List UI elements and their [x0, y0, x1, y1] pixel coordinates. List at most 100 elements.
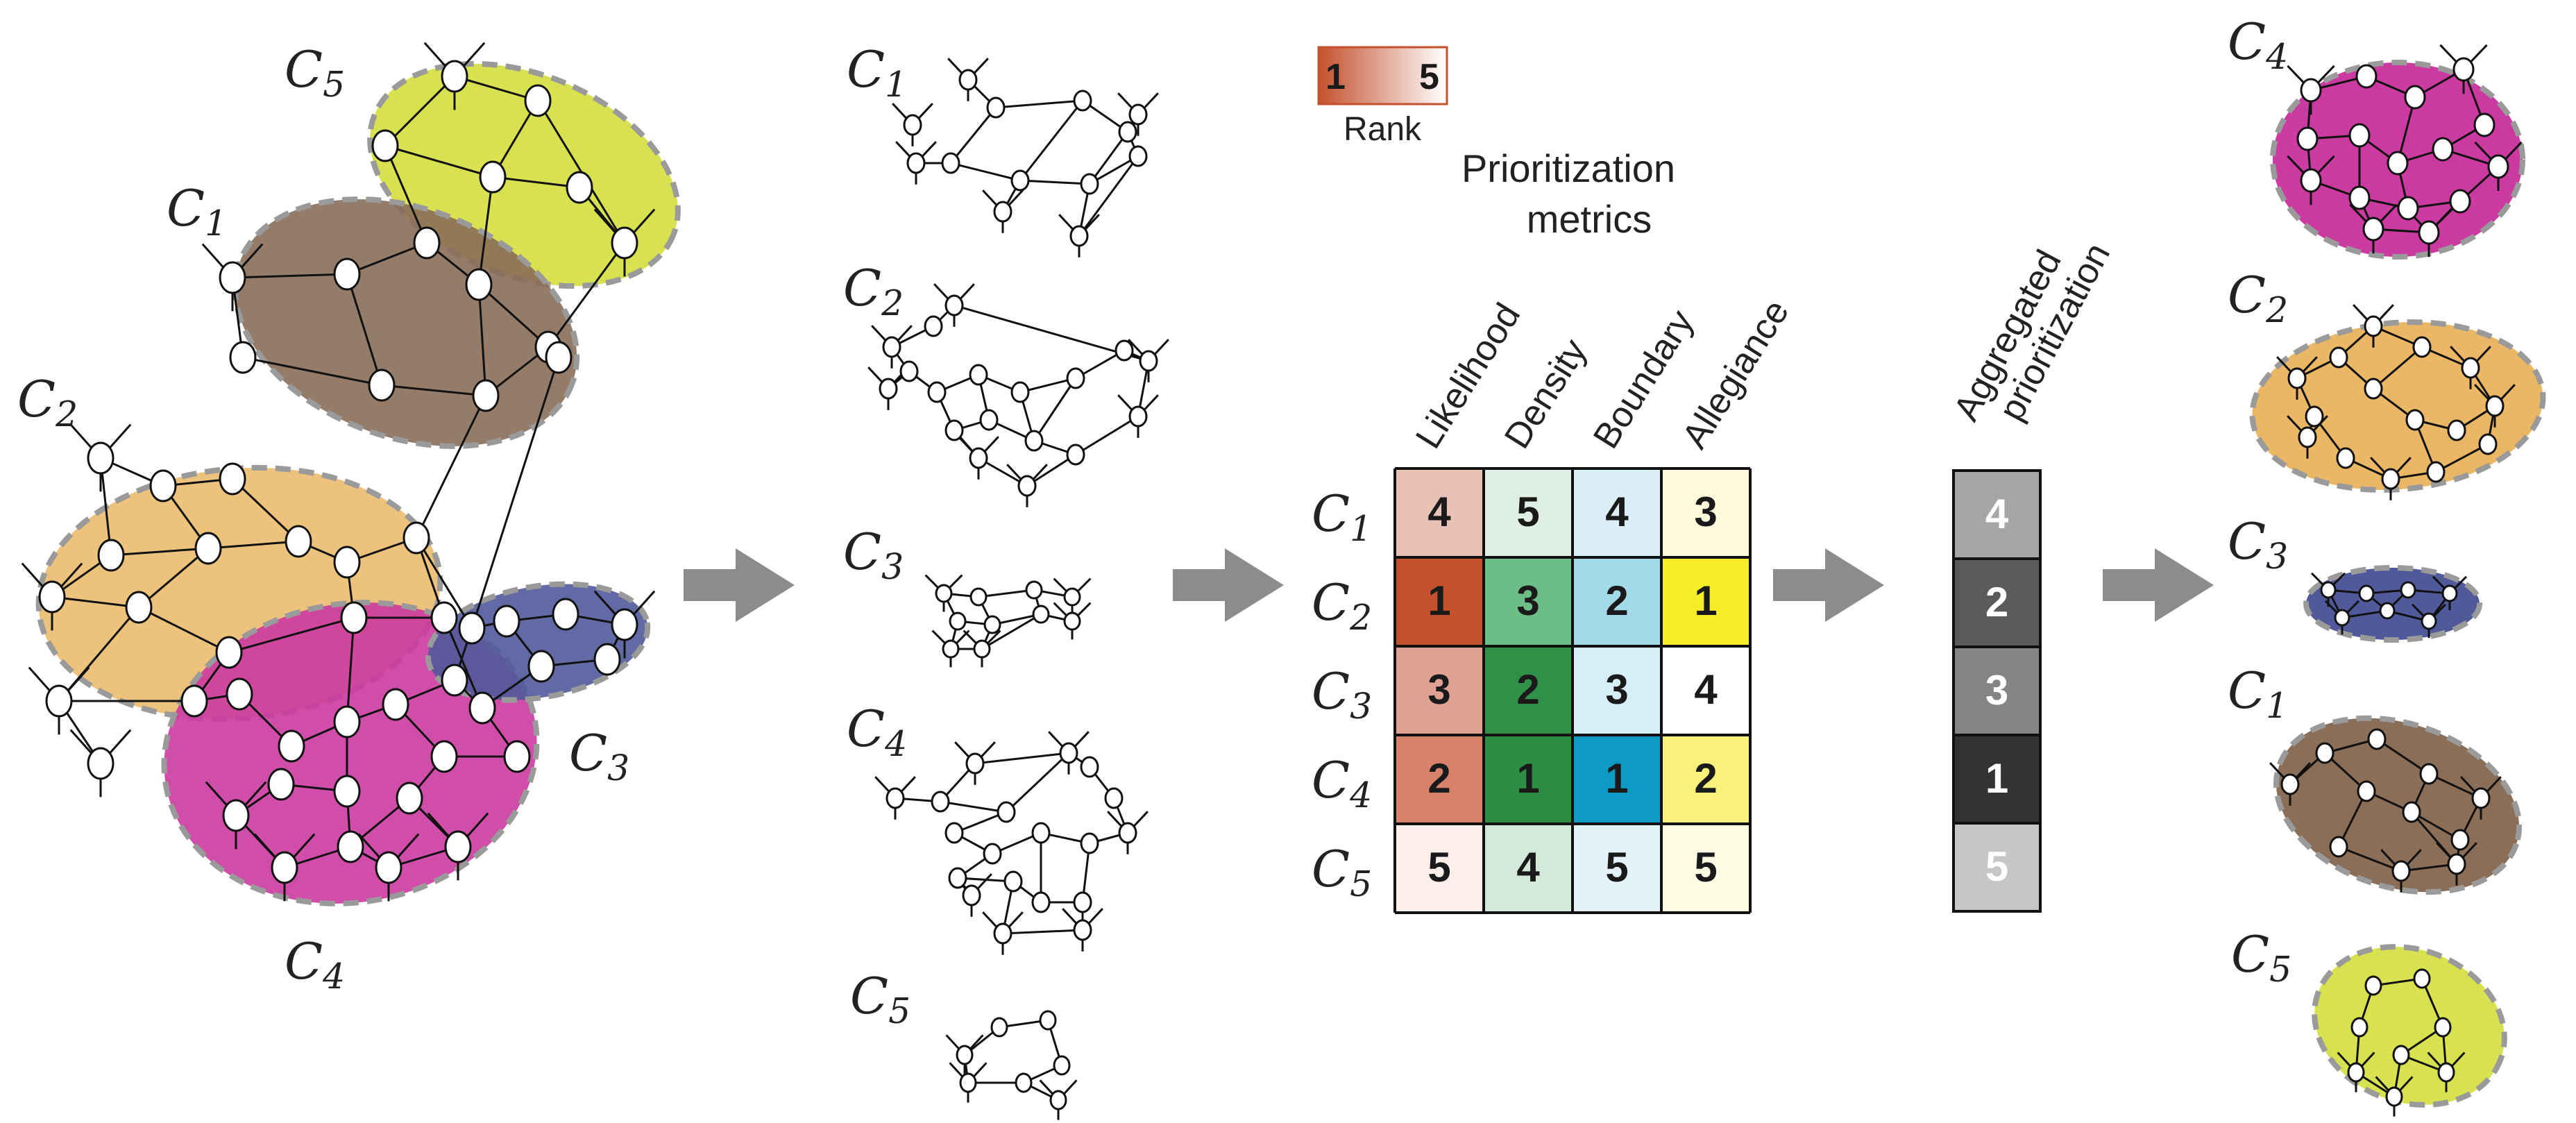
- network-edge: [950, 162, 1021, 182]
- network-node: [2298, 426, 2317, 448]
- network-node: [2447, 853, 2466, 875]
- network: [2276, 304, 2516, 500]
- network-node: [2404, 85, 2426, 110]
- metric-cell: [1661, 468, 1750, 557]
- metric-cell: [1484, 557, 1573, 646]
- network-node: [337, 830, 364, 863]
- aggregated-rank-label: 1: [1985, 755, 2008, 802]
- network-node: [997, 801, 1016, 823]
- network-node: [1063, 611, 1081, 631]
- network-node: [2364, 378, 2383, 400]
- network-edge: [1019, 100, 1084, 181]
- network-node: [899, 360, 919, 382]
- network-edge: [940, 800, 1007, 813]
- network-node: [948, 867, 967, 889]
- metric-rank-label: 3: [1694, 489, 1717, 535]
- network-node: [973, 639, 991, 659]
- aggregated-cell: [1952, 734, 2042, 825]
- metric-rank-label: 3: [1516, 577, 1539, 624]
- network-edge: [1075, 415, 1139, 456]
- network-node: [1032, 605, 1050, 624]
- network-node: [2432, 137, 2454, 162]
- network-edge: [2338, 845, 2402, 872]
- network-node: [1118, 822, 1137, 844]
- network-edge: [384, 144, 493, 178]
- network-node: [267, 768, 295, 801]
- network-node: [2402, 801, 2421, 823]
- network-node: [2315, 742, 2334, 764]
- network-node: [371, 129, 399, 162]
- list-label-c2: C2: [843, 259, 904, 323]
- network-node: [2478, 433, 2498, 455]
- network: [945, 1010, 1078, 1120]
- network-edge: [51, 596, 139, 609]
- column-header-allegiance: Allegiance: [1675, 293, 1797, 455]
- network-edge: [1019, 377, 1076, 394]
- network-node: [986, 96, 1006, 119]
- network-node: [983, 843, 1002, 865]
- metric-cell: [1484, 735, 1573, 824]
- network-node: [333, 257, 361, 291]
- network-edge: [471, 357, 560, 629]
- network-node: [927, 381, 947, 403]
- network-edge: [995, 99, 1083, 109]
- network-node: [962, 884, 981, 906]
- network-node: [382, 688, 409, 721]
- network-node: [441, 664, 468, 697]
- network: [2310, 572, 2468, 639]
- sorted-network-graphs: [2269, 44, 2523, 1117]
- network-edge: [1078, 155, 1139, 237]
- network-node: [479, 160, 507, 194]
- network-node: [935, 584, 953, 603]
- network-node: [2296, 126, 2319, 151]
- network-node: [396, 782, 423, 815]
- network-node: [990, 1017, 1008, 1038]
- network-edge: [1005, 752, 1070, 813]
- overlapping-communities-panel: C5 C1 C2 C3 C4: [17, 40, 681, 997]
- aggregated-cell: [1952, 645, 2042, 736]
- network-node: [882, 336, 901, 358]
- network-node: [1031, 822, 1051, 844]
- left-label-c5: C5: [285, 40, 345, 105]
- network-node: [465, 268, 493, 301]
- network-node: [2441, 584, 2458, 602]
- network-edge: [477, 176, 494, 285]
- rank-legend-title: Rank: [1344, 111, 1422, 148]
- rank-legend: 1 5 Rank: [1317, 46, 1448, 148]
- network-node: [2397, 196, 2419, 221]
- metric-cell: [1395, 824, 1484, 913]
- network-node: [271, 851, 298, 884]
- network-node: [903, 114, 922, 136]
- network: [21, 42, 656, 902]
- network-node: [2300, 168, 2322, 193]
- network-node: [2419, 763, 2439, 785]
- metric-rank-label: 4: [1516, 844, 1540, 890]
- network-node: [993, 922, 1012, 945]
- row-header-c1: C1: [1312, 484, 1372, 549]
- metric-rank-label: 4: [1694, 666, 1718, 713]
- list-label-c1: C1: [847, 40, 907, 105]
- network-node: [2437, 1062, 2455, 1083]
- network-node: [340, 601, 368, 634]
- network-node: [1080, 832, 1099, 854]
- network-edge: [981, 613, 1042, 650]
- network: [874, 731, 1149, 955]
- network-edge: [1088, 131, 1129, 185]
- network-node: [941, 152, 960, 174]
- network-node: [1010, 381, 1030, 403]
- network-node: [924, 315, 943, 337]
- network-node: [38, 580, 66, 614]
- network-node: [194, 532, 222, 565]
- network-node: [2357, 780, 2376, 802]
- network-node: [2392, 1045, 2410, 1065]
- network-node: [2320, 581, 2337, 599]
- network-node: [2348, 123, 2371, 148]
- aggregated-cell: [1952, 469, 2042, 560]
- network-edge: [2376, 738, 2430, 775]
- network-node: [125, 591, 153, 624]
- network-edge: [346, 273, 383, 386]
- network-node: [2461, 357, 2480, 379]
- left-label-c4: C4: [285, 932, 345, 997]
- network-edge: [2435, 443, 2489, 473]
